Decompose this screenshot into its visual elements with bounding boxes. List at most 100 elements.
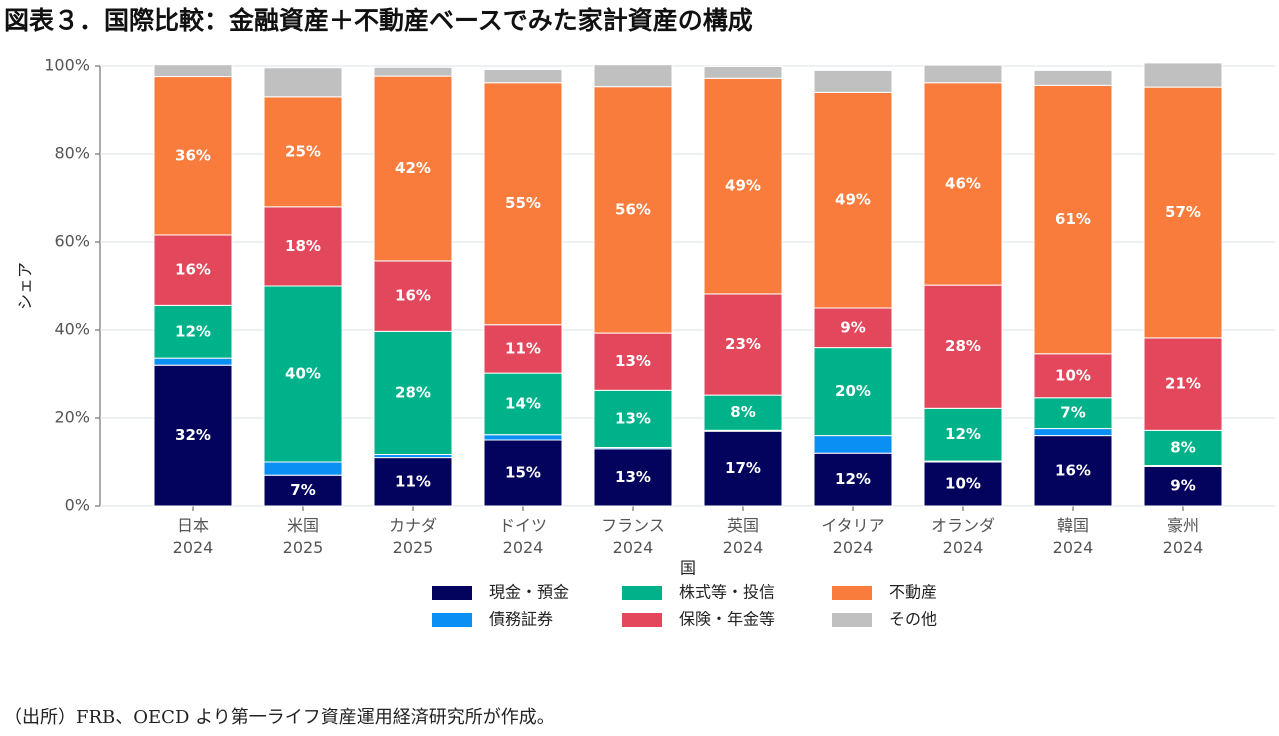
value-label: 7% <box>290 481 315 499</box>
x-tick-label: カナダ 2025 <box>389 516 437 557</box>
legend-swatch <box>432 586 472 600</box>
y-tick-label: 40% <box>54 320 90 339</box>
x-tick-label-line: 豪州 <box>1167 516 1199 535</box>
value-label: 7% <box>1060 404 1085 422</box>
x-tick-label-line: 2024 <box>613 538 654 557</box>
bar-segment <box>813 91 893 309</box>
value-label: 10% <box>945 475 981 493</box>
bar-segment <box>593 86 673 334</box>
bar-segment <box>923 461 1003 507</box>
bar-segment <box>703 65 783 79</box>
bar-segment <box>373 330 453 456</box>
value-label: 9% <box>1170 477 1195 495</box>
x-tick-label-line: 2024 <box>833 538 874 557</box>
value-label: 10% <box>1055 366 1091 384</box>
bar-segment <box>373 66 453 77</box>
bar-segment <box>703 77 783 295</box>
value-label: 57% <box>1165 203 1201 221</box>
x-tick-label-line: オランダ <box>931 516 995 535</box>
value-label: 15% <box>505 464 541 482</box>
bar-segment <box>923 407 1003 462</box>
bar-segment <box>923 82 1003 286</box>
value-label: 49% <box>725 177 761 195</box>
y-tick-label: 100% <box>44 56 90 75</box>
legend-swatch <box>832 613 872 627</box>
x-tick-label-line: 2024 <box>503 538 544 557</box>
legend-label: 不動産 <box>889 583 937 602</box>
bar-segment <box>1143 337 1223 431</box>
bar-segment <box>263 96 343 208</box>
value-label: 13% <box>615 352 651 370</box>
x-tick-label-line: ドイツ <box>499 516 547 535</box>
bar-segment <box>263 67 343 98</box>
value-label: 20% <box>835 382 871 400</box>
x-tick-label: オランダ 2024 <box>931 516 995 557</box>
x-tick-label: 豪州 2024 <box>1163 516 1204 557</box>
value-label: 11% <box>505 339 541 357</box>
bar-segment <box>153 64 233 78</box>
value-label: 8% <box>730 403 755 421</box>
x-tick-label-line: 2024 <box>173 538 214 557</box>
x-tick-label-line: 2025 <box>283 538 324 557</box>
x-tick-label-line: カナダ <box>389 516 437 535</box>
bar-segment <box>153 304 233 359</box>
value-label: 42% <box>395 159 431 177</box>
value-label: 28% <box>945 337 981 355</box>
value-label: 49% <box>835 191 871 209</box>
value-label: 12% <box>945 425 981 443</box>
value-label: 23% <box>725 335 761 353</box>
bar-segment <box>813 347 893 437</box>
value-label: 16% <box>395 287 431 305</box>
y-tick-label: 80% <box>54 144 90 163</box>
x-tick-label-line: 2024 <box>1053 538 1094 557</box>
bar-segment <box>153 76 233 236</box>
bar-segment <box>1033 428 1113 437</box>
bar-segment <box>483 372 563 436</box>
legend-swatch <box>622 613 662 627</box>
x-tick-label-line: イタリア <box>821 516 884 535</box>
x-tick-label: 米国 2025 <box>283 516 324 557</box>
bar-segment <box>813 69 893 93</box>
value-label: 9% <box>840 318 865 336</box>
bar-segment <box>263 285 343 463</box>
x-tick-label-line: 2024 <box>723 538 764 557</box>
x-tick-label-line: 2024 <box>943 538 984 557</box>
value-label: 25% <box>285 142 321 160</box>
bar-segment <box>1143 465 1223 507</box>
bar-segment <box>153 357 233 366</box>
x-tick-label-line: 2025 <box>393 538 434 557</box>
x-axis-label: 国 <box>680 559 696 578</box>
legend-swatch <box>832 586 872 600</box>
x-tick-label: 日本 2024 <box>173 516 214 557</box>
x-tick-label-line: 韓国 <box>1057 516 1089 535</box>
bar-segment <box>923 64 1003 84</box>
legend-label: 保険・年金等 <box>679 610 775 629</box>
value-label: 16% <box>175 261 211 279</box>
bar-segment <box>263 474 343 507</box>
value-label: 46% <box>945 174 981 192</box>
chart-title: 図表３．国際比較：金融資産＋不動産ベースでみた家計資産の構成 <box>4 6 753 35</box>
bar-segment <box>153 234 233 306</box>
y-tick-label: 60% <box>54 232 90 251</box>
value-label: 16% <box>1055 461 1091 479</box>
x-tick-label-line: 日本 <box>177 516 209 535</box>
x-tick-label: 韓国 2024 <box>1053 516 1094 557</box>
value-label: 18% <box>285 237 321 255</box>
legend-swatch <box>432 613 472 627</box>
bar-segment <box>1143 62 1223 88</box>
legend-label: 現金・預金 <box>489 583 569 602</box>
bar-segment <box>373 457 453 507</box>
value-label: 61% <box>1055 210 1091 228</box>
x-tick-label: ドイツ 2024 <box>499 516 547 557</box>
value-label: 12% <box>175 322 211 340</box>
value-label: 56% <box>615 200 651 218</box>
value-label: 8% <box>1170 438 1195 456</box>
bar-segment <box>1033 353 1113 399</box>
x-tick-label-line: 2024 <box>1163 538 1204 557</box>
y-tick-label: 20% <box>54 408 90 427</box>
bar-segment <box>483 434 563 441</box>
bar-segment <box>703 430 783 507</box>
bar-segment <box>153 364 233 507</box>
source-note: （出所）FRB、OECD より第一ライフ資産運用経済研究所が作成。 <box>4 707 555 728</box>
